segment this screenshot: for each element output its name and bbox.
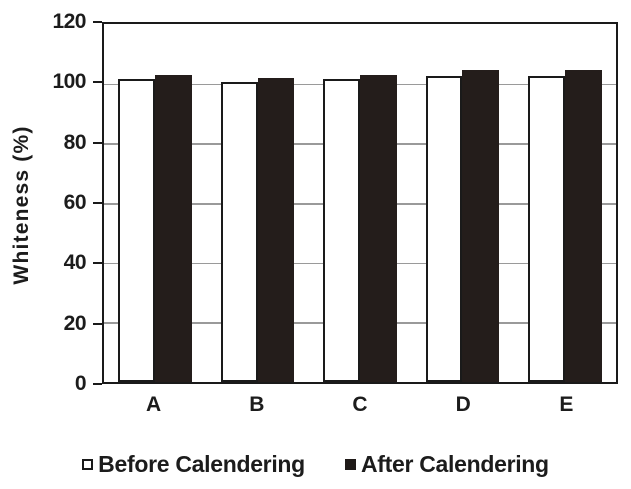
gridline-20: [104, 322, 616, 324]
y-tick-mark-0: [93, 383, 102, 385]
y-tick-mark-100: [93, 81, 102, 84]
y-tick-label-20: 20: [63, 311, 87, 335]
gridline-60: [104, 203, 616, 205]
bar-before-C: [323, 79, 360, 382]
x-axis-label-B: B: [249, 393, 265, 416]
legend: Before Calendering After Calendering: [0, 451, 631, 478]
gridline-40: [104, 262, 616, 265]
x-axis-label-E: E: [559, 393, 574, 416]
bar-before-A: [118, 79, 156, 382]
x-axis-label-C: C: [352, 393, 368, 416]
legend-label-after: After Calendering: [360, 451, 549, 477]
y-tick-label-40: 40: [63, 251, 87, 275]
bar-group-D: [411, 24, 513, 382]
y-tick-mark-120: [93, 21, 102, 23]
bar-group-E: [514, 24, 616, 382]
legend-item-after: After Calendering: [344, 451, 549, 478]
bar-groups: [104, 24, 616, 382]
plot-area: [102, 22, 618, 384]
legend-item-before: Before Calendering: [82, 451, 305, 478]
y-tick-label-100: 100: [52, 70, 86, 94]
bar-after-A: [155, 74, 193, 382]
open-square-icon: [82, 459, 94, 470]
gridline-100: [104, 83, 616, 86]
y-tick-mark-40: [93, 262, 102, 265]
bar-before-B: [220, 82, 258, 382]
y-tick-mark-80: [93, 141, 102, 144]
bar-before-D: [425, 76, 463, 382]
bar-after-D: [462, 70, 500, 382]
x-axis-labels: A B C D E: [102, 393, 618, 417]
bar-group-C: [309, 24, 411, 382]
y-tick-label-80: 80: [63, 130, 87, 154]
bar-after-B: [257, 77, 295, 382]
bar-after-E: [564, 70, 602, 382]
y-tick-mark-60: [93, 202, 102, 204]
y-tick-label-120: 120: [52, 10, 86, 33]
bar-before-E: [527, 76, 565, 382]
y-tick-mark-20: [93, 322, 102, 325]
y-tick-label-0: 0: [74, 372, 87, 395]
bar-after-C: [360, 74, 397, 382]
bar-group-A: [104, 24, 206, 382]
y-tick-label-60: 60: [63, 191, 87, 214]
legend-label-before: Before Calendering: [98, 451, 305, 477]
x-axis-label-D: D: [455, 393, 471, 416]
filled-square-icon: [344, 459, 356, 470]
gridline-80: [104, 143, 616, 145]
x-axis-label-A: A: [146, 393, 162, 416]
bar-group-B: [206, 24, 308, 382]
